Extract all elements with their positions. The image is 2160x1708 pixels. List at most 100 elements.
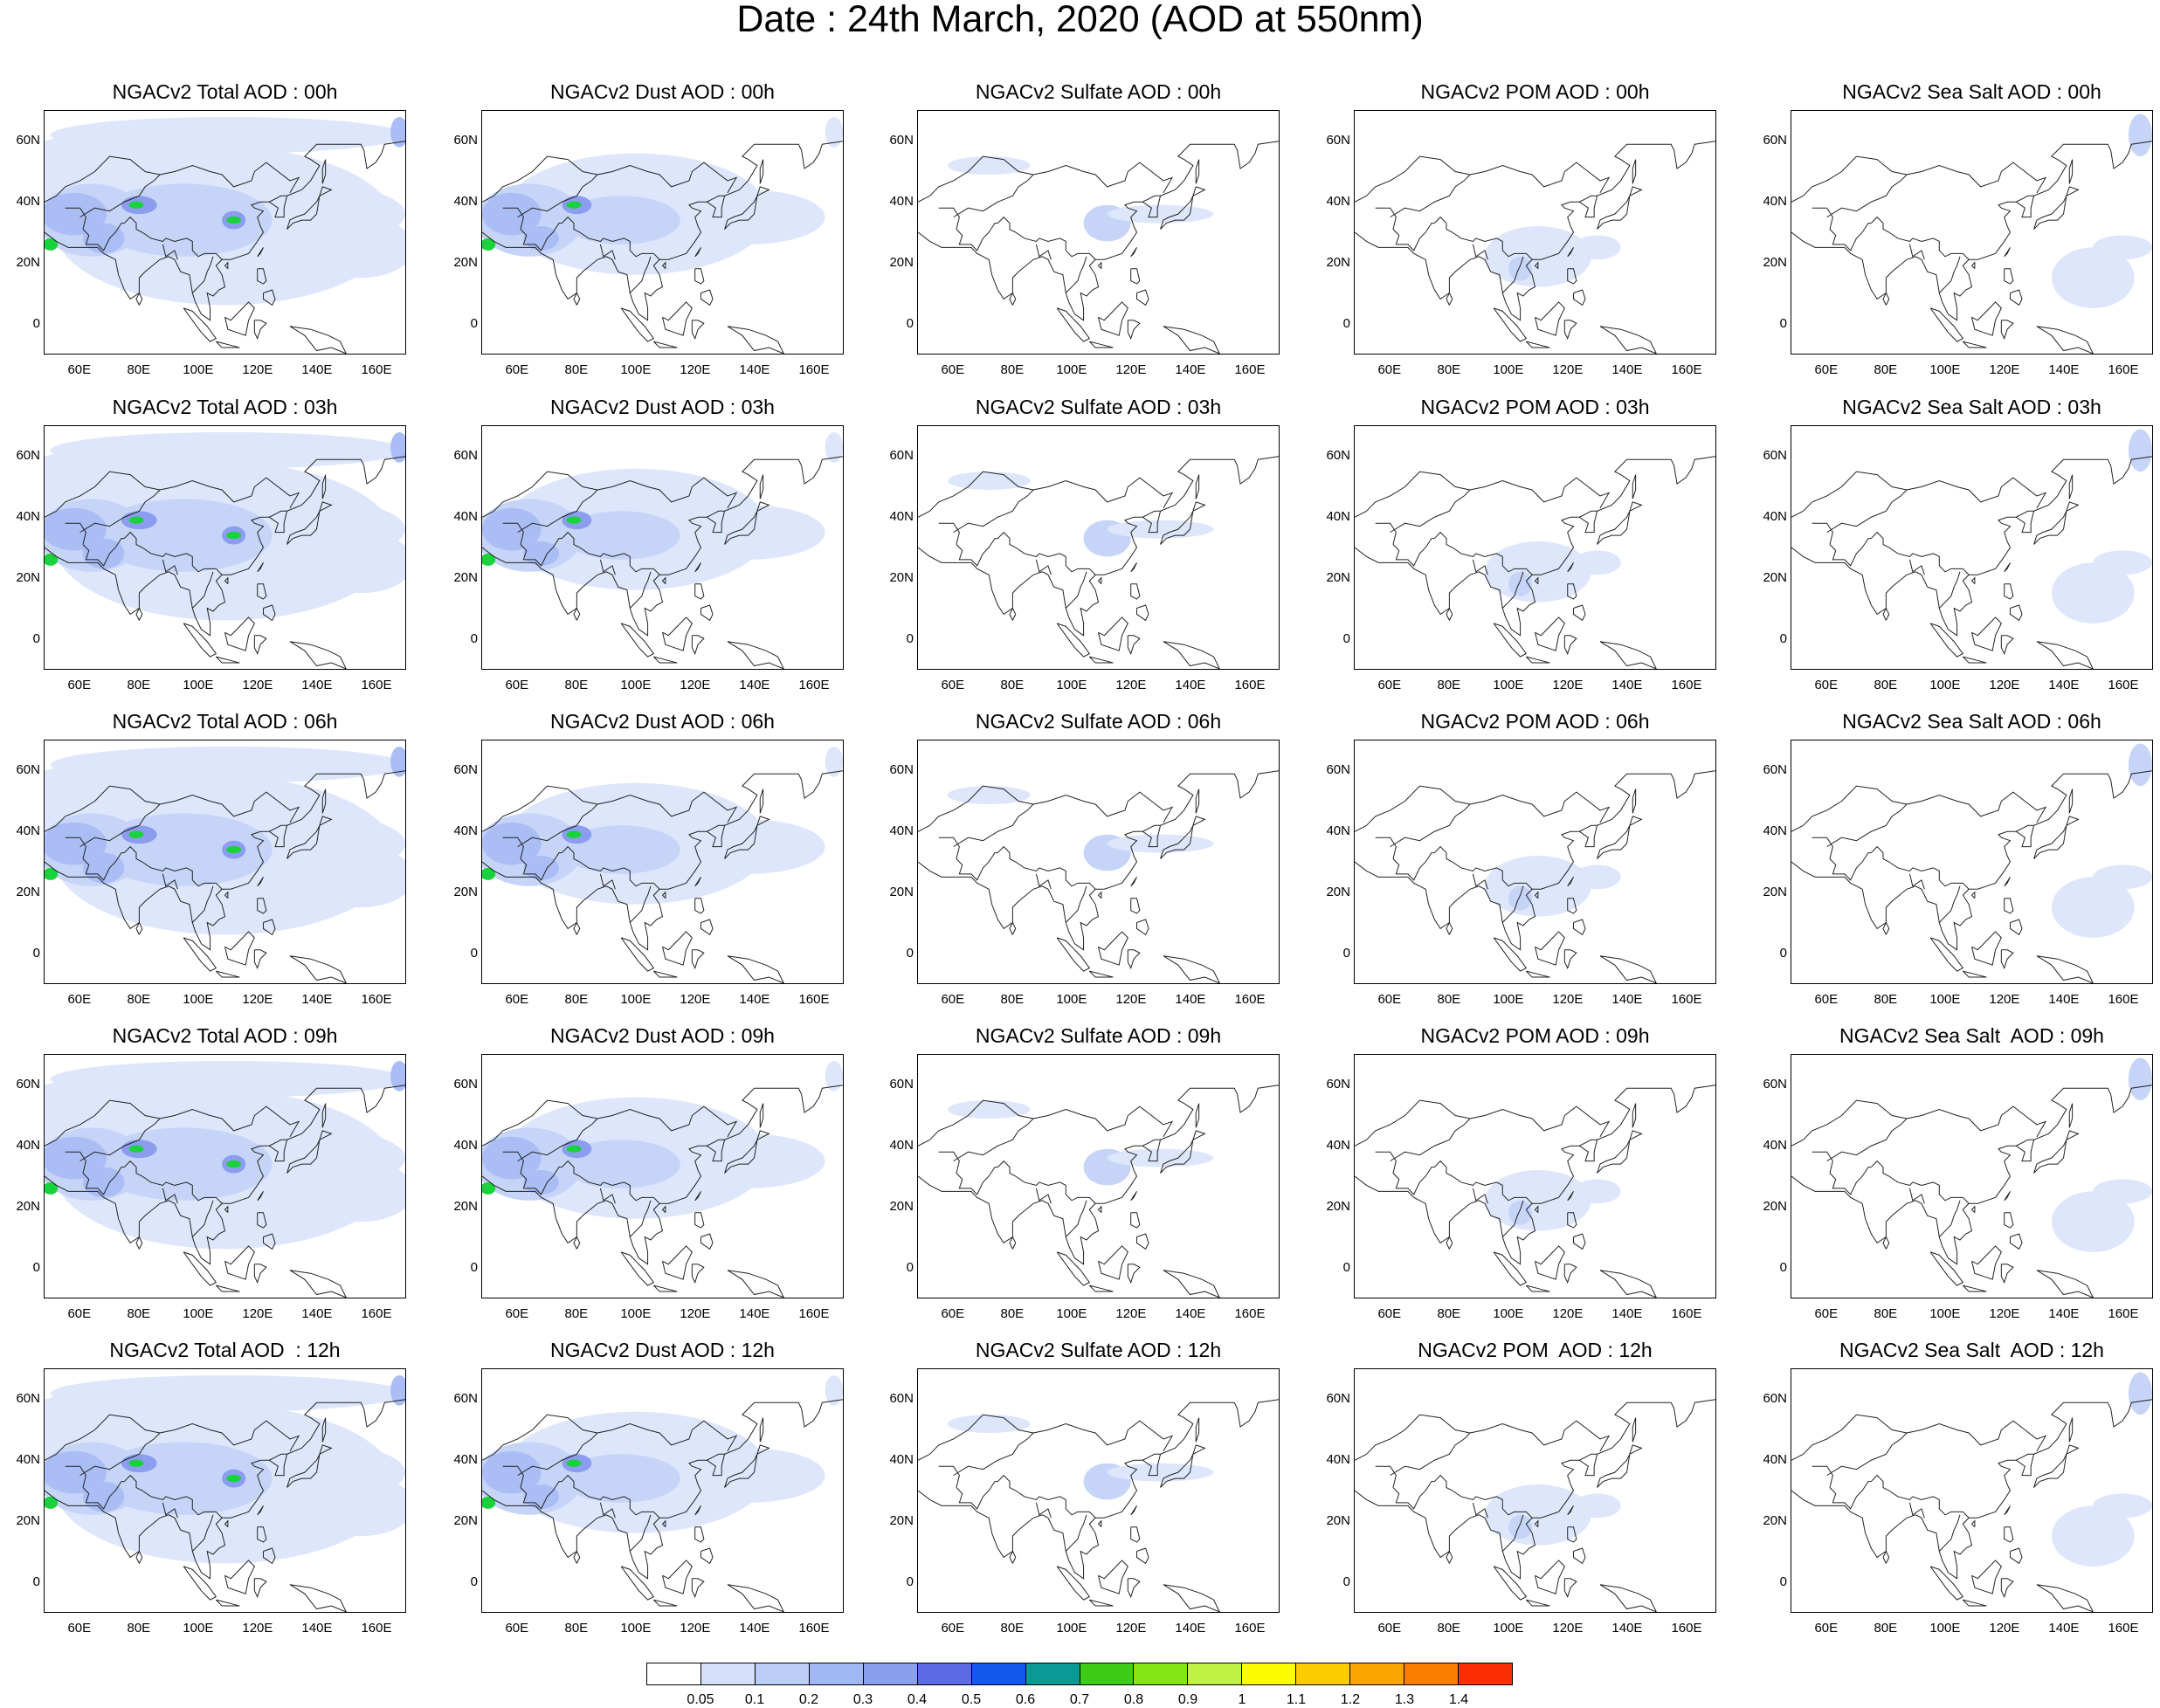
lat-tick-label: 20N (16, 570, 40, 585)
colorbar-swatch (1188, 1663, 1243, 1684)
coastline (2036, 1270, 2094, 1298)
panel-title: NGACv2 Sea Salt AOD : 06h (1842, 710, 2101, 733)
country-border (1829, 223, 1872, 251)
coastline (1791, 456, 2152, 637)
country-border (1826, 162, 2047, 218)
borders (1791, 471, 2047, 609)
coastline (759, 159, 764, 184)
aod-plume (390, 746, 405, 777)
lon-tick-label: 100E (183, 1306, 214, 1321)
coastline (1534, 576, 1539, 585)
colorbar-swatch (1242, 1663, 1297, 1684)
country-border (1355, 824, 1367, 832)
coastline (2033, 511, 2067, 545)
lon-tick-label: 160E (2108, 678, 2139, 692)
coastline (1446, 607, 1453, 621)
aod-plume (226, 531, 242, 540)
country-border (1434, 1474, 1533, 1519)
aod-field-dust (482, 746, 843, 905)
coastline (691, 949, 705, 969)
lon-tick-label: 140E (2048, 362, 2080, 377)
colorbar-label: 1.4 (1448, 1692, 1469, 1707)
coastlines (45, 1085, 405, 1298)
coastline (1970, 1205, 1976, 1214)
coastline (1009, 1550, 1017, 1564)
aod-field-dust (482, 1374, 843, 1533)
coastline (661, 576, 666, 585)
aod-plume (45, 822, 107, 865)
coastlines (45, 456, 405, 669)
lon-tick-label: 160E (2108, 362, 2139, 377)
coastline (700, 289, 714, 306)
lat-tick-label: 20N (1763, 1199, 1787, 1214)
country-border (162, 244, 178, 260)
aod-plume (1107, 1148, 1214, 1167)
country-border (1390, 1105, 1611, 1162)
coastline (661, 261, 666, 270)
map-svg (45, 116, 405, 354)
coastline (1535, 1245, 1565, 1280)
country-border (1501, 1514, 1524, 1552)
aod-plume (226, 1474, 242, 1483)
coastline (135, 607, 143, 621)
country-border (562, 845, 660, 890)
colorbar-label: 1.2 (1340, 1692, 1361, 1707)
country-border (1938, 1514, 1961, 1552)
coastline (1163, 1270, 1220, 1298)
coastline (1629, 1130, 1643, 1140)
coastline (253, 1578, 267, 1598)
map-panel-dust (481, 1368, 844, 1613)
country-border (1871, 1160, 1970, 1204)
lon-tick-label: 80E (1437, 992, 1461, 1007)
lon-tick-label: 80E (1000, 1621, 1025, 1636)
country-border (929, 1414, 1034, 1455)
borders (482, 1414, 738, 1552)
coastline (694, 877, 701, 887)
lon-tick-label: 140E (301, 362, 333, 377)
colorbar-label: 0.05 (687, 1692, 714, 1707)
coastline (694, 583, 705, 600)
country-border (1375, 522, 1397, 545)
coastlines (482, 1085, 843, 1298)
country-border (1791, 195, 1804, 203)
country-border (482, 824, 494, 832)
coastline (1632, 789, 1637, 814)
coastline (756, 1444, 770, 1455)
lon-tick-label: 80E (1874, 992, 1898, 1007)
country-border (1065, 256, 1087, 293)
colorbar-label: 0.3 (852, 1692, 873, 1707)
coastline (2033, 1140, 2067, 1174)
lon-tick-label: 160E (1234, 1306, 1266, 1321)
country-border (1390, 477, 1611, 534)
map-panel-pom (1354, 740, 1716, 984)
country-border (65, 207, 86, 230)
lat-tick-label: 60N (889, 762, 914, 777)
coastline (691, 1264, 705, 1284)
aod-plume (482, 867, 496, 880)
coastline (1563, 1264, 1577, 1284)
coastline (1597, 825, 1631, 859)
lon-tick-label: 60E (67, 362, 92, 377)
country-border (65, 522, 86, 545)
lat-tick-label: 20N (1326, 1199, 1350, 1214)
coastline (662, 1245, 693, 1280)
lon-tick-label: 120E (1552, 362, 1584, 377)
country-border (1938, 885, 1961, 923)
aod-plume (1573, 1179, 1621, 1204)
coastline (1970, 891, 1976, 899)
lon-tick-label: 80E (127, 1306, 151, 1321)
map-svg (918, 141, 1279, 354)
colorbar-swatch (1404, 1663, 1460, 1684)
lon-tick-label: 120E (1552, 678, 1584, 692)
coastline (724, 1454, 758, 1488)
lat-tick-label: 60N (1763, 1077, 1787, 1092)
coastline (727, 1270, 784, 1298)
coastline (1597, 1454, 1631, 1488)
country-border (269, 1139, 287, 1147)
country-border (562, 1474, 660, 1519)
lon-tick-label: 100E (1056, 362, 1087, 377)
panel-title: NGACv2 Sea Salt AOD : 00h (1842, 80, 2101, 103)
coastline (2009, 1233, 2023, 1250)
aod-plume (50, 116, 405, 154)
country-border (1812, 207, 1833, 230)
